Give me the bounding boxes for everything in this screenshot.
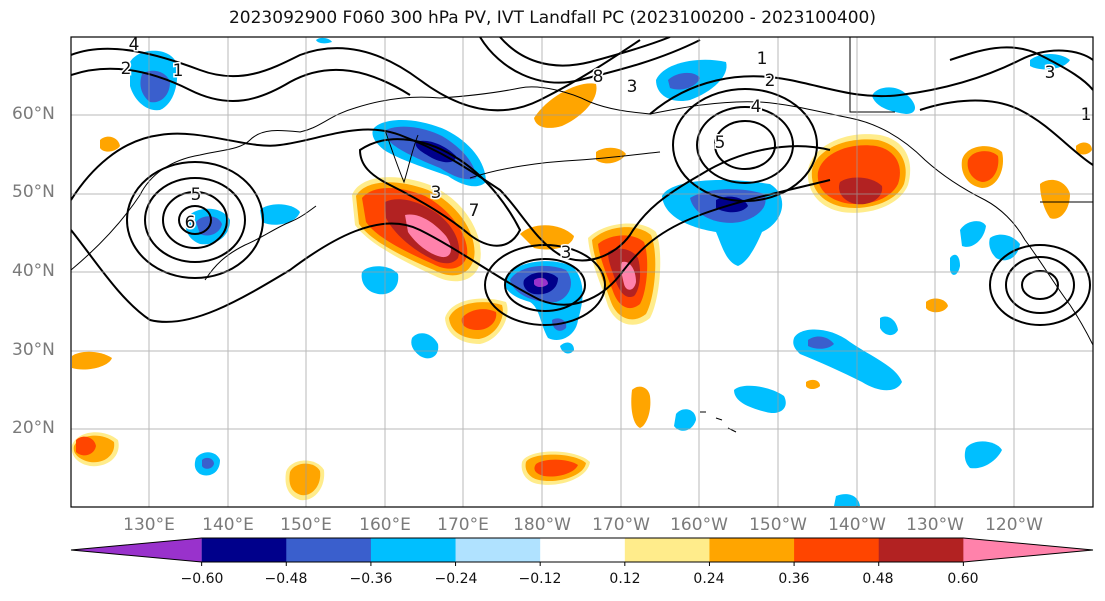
contour-label: 6 bbox=[185, 213, 196, 233]
contour-label: 1 bbox=[757, 49, 768, 69]
contour-wave bbox=[71, 128, 831, 262]
contour-label: 3 bbox=[627, 77, 638, 97]
negative-anomaly-japan bbox=[185, 204, 399, 295]
colorbar-swatch bbox=[540, 538, 626, 562]
contour-ring bbox=[696, 106, 794, 184]
colorbar-tick-label: 0.48 bbox=[862, 571, 894, 587]
colorbar-swatch bbox=[878, 538, 964, 562]
positive-anomaly-170e bbox=[445, 298, 508, 344]
contour-ring bbox=[178, 205, 212, 235]
lon-label-180w: 180°W bbox=[513, 515, 571, 535]
colorbar-tick-label: −0.24 bbox=[434, 571, 478, 587]
positive-anomaly-subtropics bbox=[71, 136, 1092, 501]
lon-label-170e: 170°E bbox=[437, 515, 489, 535]
contour-wave bbox=[949, 46, 1093, 91]
contour-wave bbox=[71, 39, 641, 112]
contour-wave bbox=[71, 67, 411, 102]
contour-label: 1 bbox=[173, 61, 184, 81]
positive-anomaly-140w bbox=[807, 134, 911, 213]
colorbar-tick-label: −0.60 bbox=[180, 571, 224, 587]
colorbar-swatch bbox=[963, 538, 1093, 562]
lat-label-40n: 40°N bbox=[12, 261, 55, 281]
colorbar-tick-label: 0.36 bbox=[778, 571, 810, 587]
contour-label: 4 bbox=[129, 35, 140, 55]
lon-label-150w: 150°W bbox=[749, 515, 807, 535]
lon-label-130w: 130°W bbox=[906, 515, 964, 535]
colorbar-tick-label: 0.12 bbox=[609, 571, 641, 587]
contour-label: 7 bbox=[469, 201, 480, 221]
positive-anomaly-bering bbox=[534, 83, 597, 128]
positive-anomaly-126w bbox=[961, 146, 1004, 188]
colorbar-tick-label: −0.36 bbox=[349, 571, 393, 587]
contour-wave bbox=[358, 138, 522, 247]
map-title: 2023092900 F060 300 hPa PV, IVT Landfall… bbox=[228, 8, 876, 28]
contour-wave bbox=[479, 37, 701, 84]
contour-label: 5 bbox=[191, 185, 202, 205]
lon-label-130e: 130°E bbox=[123, 515, 175, 535]
contour-label: 8 bbox=[593, 67, 604, 87]
japan bbox=[204, 205, 317, 281]
colorbar-swatch bbox=[71, 538, 202, 562]
pv-contours bbox=[71, 37, 1093, 326]
lon-label-140e: 140°E bbox=[202, 515, 254, 535]
lon-label-160w: 160°W bbox=[670, 515, 728, 535]
contour-label: 2 bbox=[765, 71, 776, 91]
contour-label: 4 bbox=[751, 97, 762, 117]
aleutians bbox=[469, 151, 661, 179]
lat-label-60n: 60°N bbox=[12, 104, 55, 124]
graticule bbox=[71, 37, 1093, 507]
map-frame bbox=[70, 36, 1094, 508]
lon-label-140w: 140°W bbox=[828, 515, 886, 535]
contour-ring bbox=[504, 258, 586, 312]
negative-anomaly-arctic bbox=[130, 37, 1070, 114]
colorbar-tick-label: 0.60 bbox=[947, 571, 979, 587]
contour-wave bbox=[499, 37, 671, 67]
contour-ring bbox=[672, 88, 818, 202]
negative-anomaly-kamchatka bbox=[372, 119, 486, 187]
contour-ring bbox=[144, 177, 246, 263]
contour-wave bbox=[919, 99, 1093, 166]
contour-label: 3 bbox=[431, 183, 442, 203]
lat-label-20n: 20°N bbox=[12, 418, 55, 438]
contour-ring bbox=[989, 244, 1091, 326]
lat-label-50n: 50°N bbox=[12, 182, 55, 202]
contour-wave bbox=[649, 49, 1093, 115]
colorbar-tick-label: −0.12 bbox=[518, 571, 562, 587]
lon-label-160e: 160°E bbox=[359, 515, 411, 535]
colorbar-swatch bbox=[624, 538, 710, 562]
colorbar bbox=[70, 537, 1094, 566]
colorbar-swatch bbox=[201, 538, 287, 562]
colorbar-tick-label: 0.24 bbox=[693, 571, 725, 587]
lon-label-150e: 150°E bbox=[280, 515, 332, 535]
contour-label: 5 bbox=[715, 133, 726, 153]
contour-ring bbox=[162, 191, 228, 249]
contour-label: 3 bbox=[561, 243, 572, 263]
contour-ring bbox=[1005, 256, 1075, 314]
contour-ring bbox=[126, 161, 264, 279]
contour-label: 2 bbox=[121, 59, 132, 79]
colorbar-swatch bbox=[794, 538, 880, 562]
contour-ring bbox=[484, 244, 606, 326]
lon-label-170w: 170°W bbox=[592, 515, 650, 535]
colorbar-swatch bbox=[286, 538, 372, 562]
colorbar-swatch bbox=[455, 538, 541, 562]
canada-border bbox=[849, 37, 895, 113]
contour-wave bbox=[71, 179, 831, 323]
colorbar-swatch bbox=[370, 538, 457, 562]
lon-label-120w: 120°W bbox=[985, 515, 1043, 535]
contour-ring bbox=[714, 120, 776, 170]
contour-label: 3 bbox=[1045, 63, 1056, 83]
kamchatka bbox=[384, 129, 419, 184]
negative-anomaly-subtropics bbox=[194, 221, 1020, 506]
colorbar-swatch bbox=[709, 538, 795, 562]
asia-coast bbox=[71, 86, 651, 271]
lat-label-30n: 30°N bbox=[12, 340, 55, 360]
positive-anomaly-170w bbox=[588, 223, 661, 325]
colorbar-tick-label: −0.48 bbox=[264, 571, 308, 587]
contour-ring bbox=[1021, 270, 1059, 300]
